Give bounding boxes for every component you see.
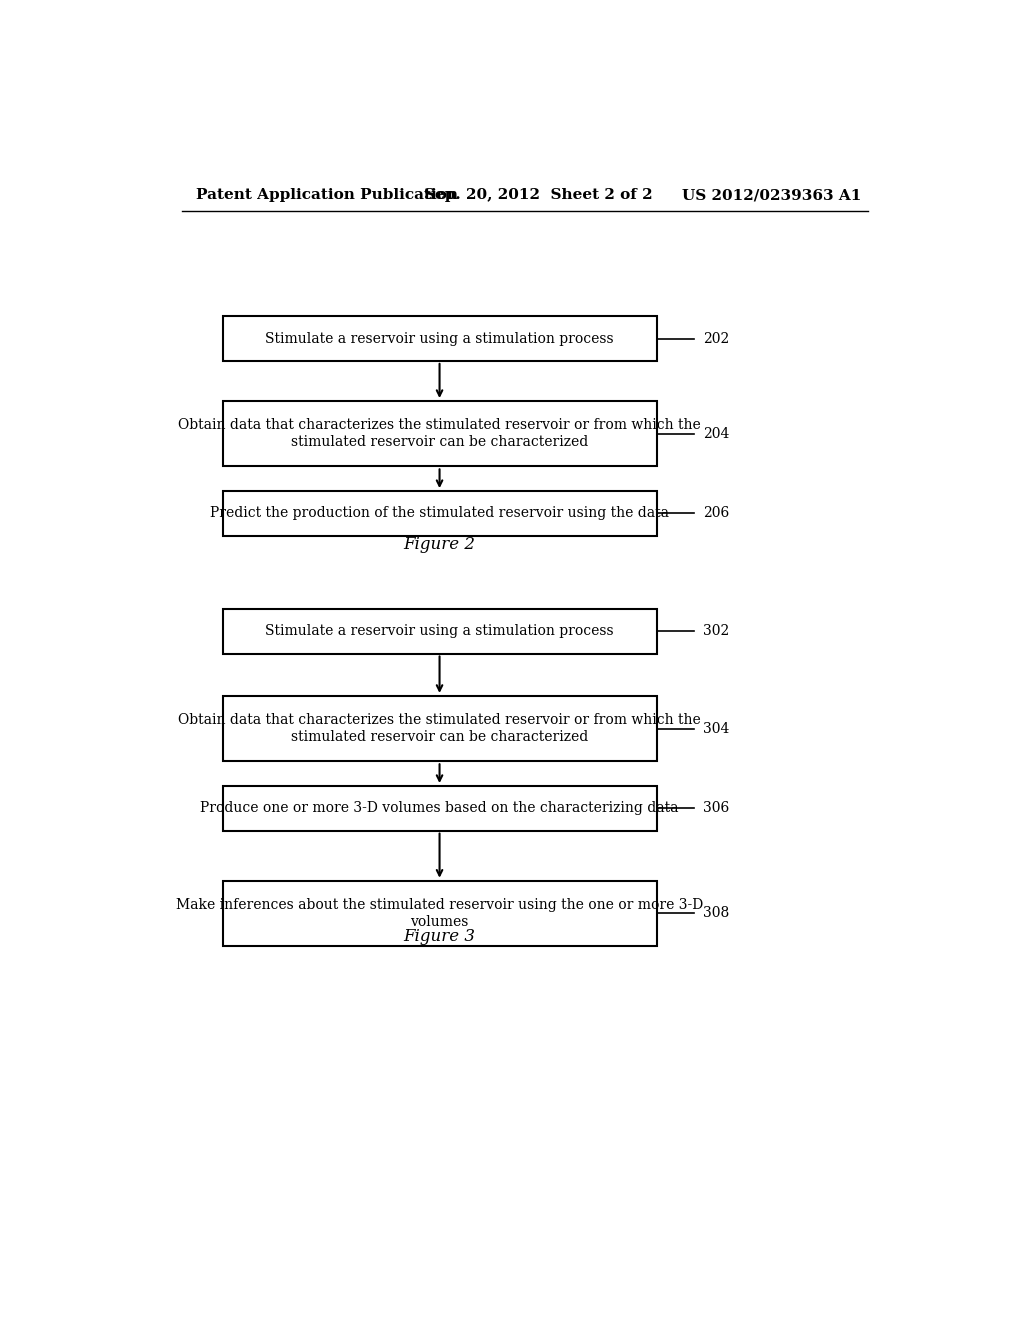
- Text: Obtain data that characterizes the stimulated reservoir or from which the: Obtain data that characterizes the stimu…: [178, 713, 700, 727]
- FancyBboxPatch shape: [222, 401, 656, 466]
- Text: stimulated reservoir can be characterized: stimulated reservoir can be characterize…: [291, 436, 588, 449]
- Text: US 2012/0239363 A1: US 2012/0239363 A1: [682, 189, 861, 202]
- Text: Sep. 20, 2012  Sheet 2 of 2: Sep. 20, 2012 Sheet 2 of 2: [424, 189, 652, 202]
- Text: Figure 2: Figure 2: [403, 536, 475, 553]
- Text: 306: 306: [703, 801, 729, 816]
- Text: 202: 202: [703, 331, 729, 346]
- Text: 302: 302: [703, 624, 729, 638]
- Text: stimulated reservoir can be characterized: stimulated reservoir can be characterize…: [291, 730, 588, 744]
- FancyBboxPatch shape: [222, 696, 656, 762]
- FancyBboxPatch shape: [222, 317, 656, 360]
- FancyBboxPatch shape: [222, 785, 656, 830]
- Text: Produce one or more 3-D volumes based on the characterizing data: Produce one or more 3-D volumes based on…: [201, 801, 679, 816]
- Text: 304: 304: [703, 722, 729, 735]
- Text: Stimulate a reservoir using a stimulation process: Stimulate a reservoir using a stimulatio…: [265, 624, 613, 638]
- Text: Obtain data that characterizes the stimulated reservoir or from which the: Obtain data that characterizes the stimu…: [178, 418, 700, 432]
- Text: Predict the production of the stimulated reservoir using the data: Predict the production of the stimulated…: [210, 507, 669, 520]
- FancyBboxPatch shape: [222, 609, 656, 653]
- Text: 206: 206: [703, 507, 729, 520]
- Text: 204: 204: [703, 426, 729, 441]
- Text: volumes: volumes: [411, 915, 469, 929]
- Text: Stimulate a reservoir using a stimulation process: Stimulate a reservoir using a stimulatio…: [265, 331, 613, 346]
- Text: Make inferences about the stimulated reservoir using the one or more 3-D: Make inferences about the stimulated res…: [176, 898, 703, 912]
- Text: Patent Application Publication: Patent Application Publication: [197, 189, 458, 202]
- FancyBboxPatch shape: [222, 880, 656, 946]
- Text: 308: 308: [703, 907, 729, 920]
- Text: Figure 3: Figure 3: [403, 928, 475, 945]
- FancyBboxPatch shape: [222, 491, 656, 536]
